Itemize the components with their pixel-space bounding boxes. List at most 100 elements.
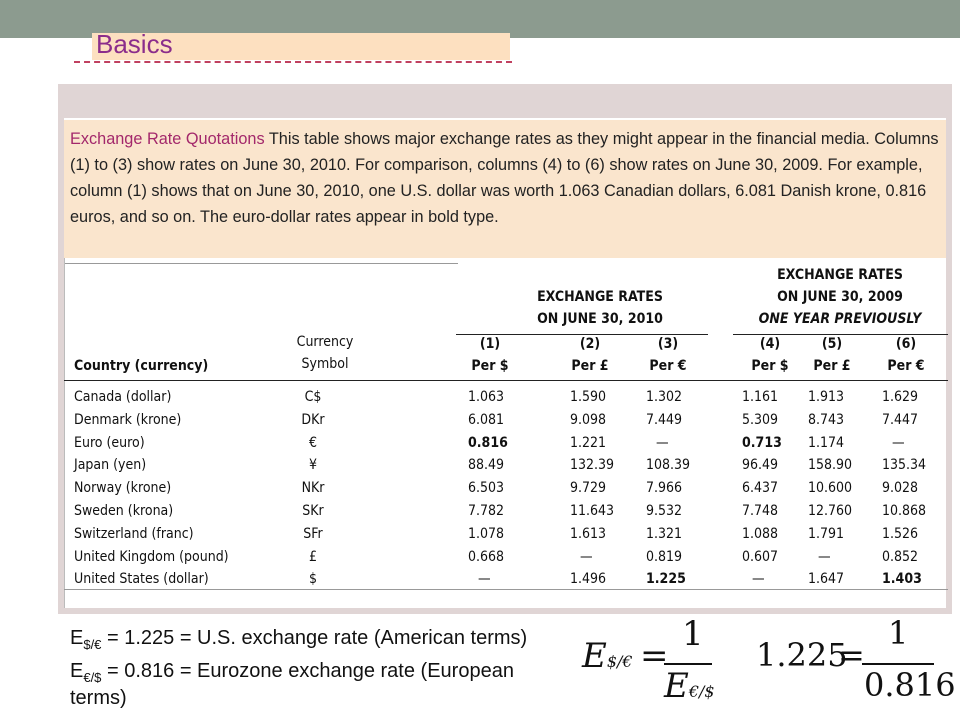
row-symbol: £: [308, 548, 317, 565]
eq2-fraction-bar: [862, 663, 934, 665]
group1-rule: [456, 334, 708, 335]
rate-cell: 7.447: [882, 411, 919, 428]
rate-cell: 96.49: [742, 457, 779, 474]
currency-header-1: Currency: [296, 334, 354, 350]
rate-cell: 9.532: [646, 503, 683, 519]
top-banner: [0, 0, 960, 38]
row-symbol: SFr: [303, 525, 323, 542]
eq-den-subscript: €/$: [688, 682, 715, 701]
rate-cell: 9.028: [882, 480, 919, 497]
rate-cell: —: [752, 571, 765, 588]
eq-denominator: E€/$: [664, 666, 715, 706]
rate-cell: 1.321: [646, 525, 683, 542]
rate-cell: 1.791: [808, 525, 845, 542]
title-highlight: [92, 33, 510, 60]
formula-2-symbol: E: [70, 660, 84, 682]
eq-numerator: 1: [682, 614, 704, 654]
rate-cell: 7.748: [742, 503, 779, 519]
country-header: Country (currency): [74, 358, 209, 374]
column-unit-3: Per €: [649, 358, 687, 374]
rate-cell: 0.816: [468, 434, 508, 451]
rate-cell: 6.437: [742, 480, 779, 497]
row-symbol: €: [308, 434, 317, 451]
rate-cell: —: [478, 571, 491, 588]
rate-cell: 9.098: [570, 411, 607, 428]
column-unit-2: Per £: [571, 358, 609, 374]
rate-cell: 6.503: [468, 480, 505, 497]
rate-cell: —: [580, 548, 593, 565]
caption-lead: Exchange Rate Quotations: [70, 130, 265, 148]
table-caption: Exchange Rate Quotations This table show…: [64, 120, 946, 258]
rate-cell: 1.161: [742, 389, 779, 405]
row-country: Switzerland (franc): [74, 525, 194, 542]
rate-cell: 0.713: [742, 434, 782, 451]
formula-1-subscript: $/€: [83, 637, 102, 652]
rate-cell: 135.34: [882, 457, 927, 474]
row-symbol: $: [308, 571, 317, 588]
formula-1-symbol: E: [70, 627, 84, 649]
rate-cell: 1.613: [570, 525, 607, 542]
column-number-6: (6): [895, 336, 917, 352]
eq2-lhs: 1.225: [756, 636, 848, 674]
rate-cell: 5.309: [742, 411, 779, 428]
eq-fraction-bar: [664, 663, 712, 665]
rate-cell: 1.302: [646, 389, 683, 405]
formula-line-3: terms): [70, 687, 127, 709]
group2-header-line2: ON JUNE 30, 2009: [777, 289, 903, 305]
panel-header-strip: [64, 90, 946, 118]
rate-cell: 7.966: [646, 480, 683, 497]
eq-equals: =: [640, 636, 669, 676]
column-unit-4: Per $: [751, 358, 789, 374]
rate-cell: 0.668: [468, 548, 505, 565]
rate-cell: 1.403: [882, 571, 922, 588]
eq-lhs: E$/€: [582, 636, 633, 676]
rate-cell: 1.088: [742, 525, 779, 542]
rate-cell: 1.590: [570, 389, 607, 405]
column-number-4: (4): [759, 336, 781, 352]
rate-cell: —: [818, 548, 831, 565]
column-number-1: (1): [479, 336, 501, 352]
eq2-denominator: 0.816: [864, 666, 956, 704]
rate-cell: 9.729: [570, 480, 607, 497]
rate-cell: 0.819: [646, 548, 683, 565]
column-unit-6: Per €: [887, 358, 925, 374]
column-number-3: (3): [657, 336, 679, 352]
rate-cell: 7.449: [646, 411, 683, 428]
eq-lhs-subscript: $/€: [606, 652, 633, 671]
formula-line-2: E€/$ = 0.816 = Eurozone exchange rate (E…: [70, 660, 514, 685]
row-country: Japan (yen): [74, 457, 147, 474]
slide-title: Basics: [96, 29, 173, 59]
row-country: United Kingdom (pound): [74, 548, 229, 565]
row-country: Euro (euro): [74, 434, 145, 451]
table-bottom-rule: [64, 589, 948, 590]
rate-cell: 11.643: [570, 503, 615, 519]
rate-cell: 108.39: [646, 457, 691, 474]
rate-cell: 88.49: [468, 457, 505, 474]
row-symbol: ¥: [308, 457, 317, 474]
eq2-numerator: 1: [888, 614, 909, 652]
rate-cell: 1.221: [570, 434, 607, 451]
rate-cell: 7.782: [468, 503, 505, 519]
rate-cell: 0.852: [882, 548, 919, 565]
caption-text: This table shows major exchange rates as…: [70, 130, 939, 226]
row-country: United States (dollar): [74, 571, 209, 588]
rate-cell: —: [892, 434, 905, 451]
eq-lhs-symbol: E: [582, 636, 607, 676]
row-country: Canada (dollar): [74, 389, 172, 405]
title-underline: [74, 61, 512, 63]
rate-cell: 1.913: [808, 389, 845, 405]
row-country: Norway (krone): [74, 480, 172, 497]
rate-cell: 12.760: [808, 503, 853, 519]
group1-header-line1: EXCHANGE RATES: [537, 289, 663, 305]
group2-header-line1: EXCHANGE RATES: [777, 267, 903, 283]
rate-cell: 1.629: [882, 389, 919, 405]
rate-cell: 1.647: [808, 571, 845, 588]
row-symbol: NKr: [301, 480, 325, 497]
column-unit-5: Per £: [813, 358, 851, 374]
header-bottom-rule: [64, 380, 948, 381]
rate-cell: 6.081: [468, 411, 505, 428]
rate-cell: 8.743: [808, 411, 845, 428]
group1-header-line2: ON JUNE 30, 2010: [537, 311, 663, 327]
row-symbol: DKr: [301, 411, 325, 428]
table-top-rule: [64, 263, 458, 264]
